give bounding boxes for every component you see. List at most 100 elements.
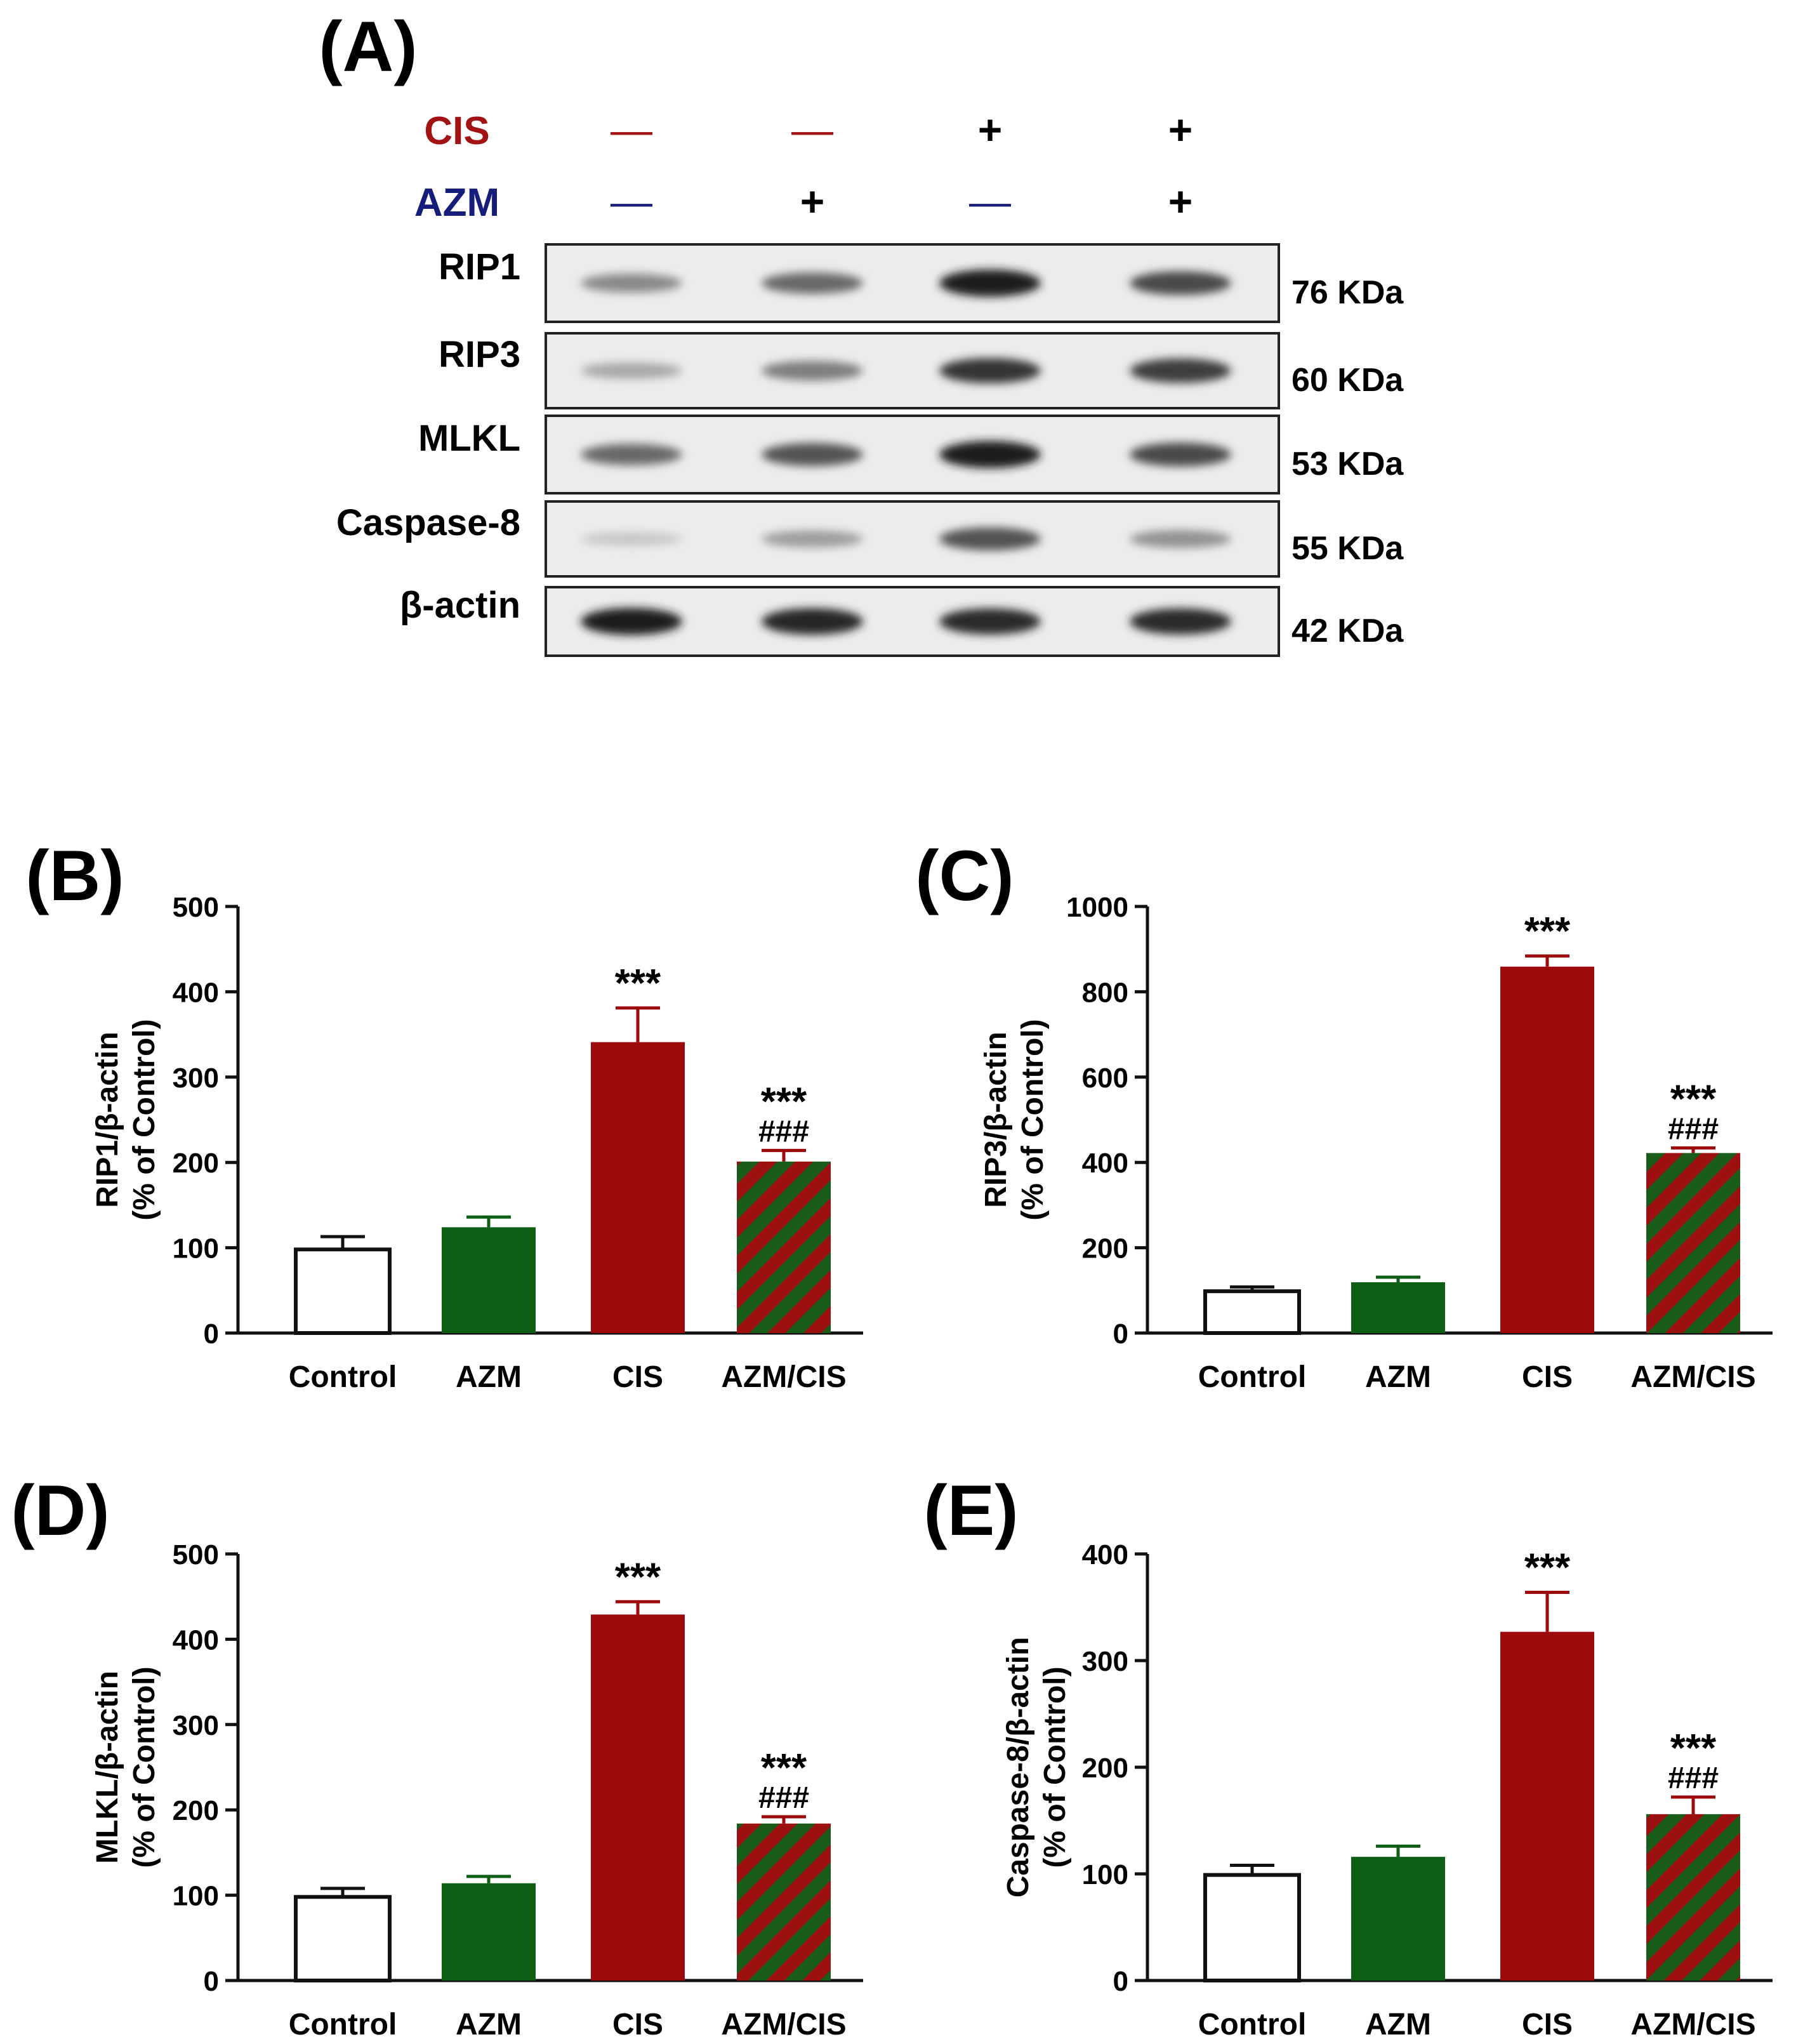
y-tick-label: 0 (204, 1966, 219, 1997)
bar-azm-cis (737, 1823, 831, 1981)
y-axis-label-line2: (% of Control) (1038, 1666, 1072, 1868)
y-tick-label: 600 (1082, 1063, 1128, 1094)
category-label: Control (289, 2008, 397, 2041)
category-label: Control (289, 1360, 397, 1394)
treatment-dash-azm-lane-1: — (611, 178, 652, 225)
band-lane-3 (939, 608, 1041, 635)
band-lane-3 (939, 527, 1041, 551)
protein-label: Caspase-8 (336, 502, 520, 543)
category-label: CIS (1522, 1360, 1573, 1394)
y-axis-label-line1: RIP3/β-actin (979, 1032, 1013, 1207)
y-tick-label: 800 (1082, 977, 1128, 1008)
significance-stars: *** (761, 1080, 807, 1124)
molecular-weight-label: 60 KDa (1291, 362, 1404, 399)
band-lane-2 (762, 530, 863, 548)
panel-label: (B) (25, 836, 124, 915)
treatment-plus-azm-lane-4: + (1168, 178, 1193, 225)
significance-stars: *** (1524, 910, 1571, 953)
band-lane-3 (939, 269, 1041, 297)
y-tick-label: 300 (173, 1063, 219, 1094)
blot-row-2: RIP3 60 KDa (439, 332, 1404, 409)
category-label: AZM (1365, 2008, 1431, 2041)
band-lane-1 (581, 444, 682, 465)
y-tick-label: 200 (173, 1795, 219, 1826)
chart-d: (D) 0 100 200 300 400 500 MLKL/β-actin (% of Con… (11, 1471, 863, 2041)
blot-row-1: RIP1 76 KDa (439, 243, 1404, 323)
molecular-weight-label: 42 KDa (1291, 613, 1404, 649)
band-lane-1 (581, 607, 682, 635)
significance-stars: *** (1670, 1077, 1717, 1121)
y-tick-label: 400 (173, 1624, 219, 1656)
band-lane-4 (1130, 271, 1231, 295)
bar-control (1203, 1289, 1301, 1336)
band-rows: RIP1 76 KDa RIP3 60 KDa MLKL 53 KDa Caspase-8 5… (336, 243, 1404, 657)
y-tick-label: 0 (204, 1318, 219, 1350)
bar-azm-cis (1646, 1814, 1740, 1981)
significance-hash: ### (1668, 1762, 1719, 1795)
molecular-weight-label: 76 KDa (1291, 274, 1404, 311)
y-axis-label-line2: (% of Control) (1016, 1019, 1050, 1220)
y-axis-label-line2: (% of Control) (128, 1666, 161, 1868)
molecular-weight-label: 55 KDa (1291, 530, 1404, 567)
y-axis-label-line2: (% of Control) (128, 1019, 161, 1220)
category-label: CIS (612, 1360, 663, 1394)
category-label: Control (1198, 1360, 1307, 1394)
category-label: AZM (456, 1360, 522, 1394)
blot-row-4: Caspase-8 55 KDa (336, 500, 1404, 578)
category-label: AZM (456, 2008, 522, 2041)
chart-b: (B) 0 100 200 300 400 500 RIP1/β-actin (% of Con… (25, 836, 863, 1394)
western-blot-panel: (A) CIS — — + + AZM — + — + RIP1 76 KDa RIP3 60 KDa M… (319, 7, 1404, 657)
category-label: CIS (1522, 2008, 1573, 2041)
y-tick-label: 400 (1082, 1148, 1128, 1179)
y-tick-label: 1000 (1066, 892, 1128, 923)
y-tick-label: 300 (1082, 1646, 1128, 1677)
band-lane-2 (762, 361, 863, 381)
treatment-dash-cis-lane-2: — (791, 106, 833, 153)
y-tick-label: 500 (173, 1539, 219, 1570)
y-axis-label-line1: MLKL/β-actin (91, 1671, 124, 1864)
bar-azm-cis (737, 1161, 831, 1333)
protein-label: β-actin (400, 585, 520, 626)
molecular-weight-label: 53 KDa (1291, 446, 1404, 482)
significance-hash: ### (1668, 1112, 1719, 1146)
band-lane-4 (1130, 529, 1231, 548)
y-tick-label: 200 (1082, 1233, 1128, 1264)
protein-label: RIP3 (439, 334, 520, 375)
category-label: AZM/CIS (721, 1360, 846, 1394)
category-label: CIS (612, 2008, 663, 2041)
band-lane-2 (762, 442, 863, 467)
category-label: AZM/CIS (721, 2008, 846, 2041)
category-label: AZM (1365, 1360, 1431, 1394)
panel-label: (E) (923, 1471, 1018, 1550)
bar-cis (591, 1614, 685, 1981)
band-lane-2 (762, 608, 863, 635)
category-label: AZM/CIS (1630, 2008, 1755, 2041)
treatment-plus-cis-lane-4: + (1168, 106, 1193, 153)
bar-azm (442, 1883, 536, 1981)
band-lane-4 (1130, 442, 1231, 467)
bar-azm (1351, 1282, 1445, 1333)
treatment-label-cis: CIS (424, 109, 489, 153)
band-lane-1 (581, 362, 682, 379)
treatment-dash-azm-lane-3: — (969, 178, 1011, 225)
protein-label: MLKL (418, 418, 520, 459)
bar-control (1203, 1873, 1301, 1982)
band-lane-3 (939, 441, 1041, 468)
y-tick-label: 300 (173, 1710, 219, 1741)
protein-label: RIP1 (439, 246, 520, 288)
y-tick-label: 500 (173, 892, 219, 923)
y-axis-label-line1: Caspase-8/β-actin (1001, 1637, 1035, 1898)
band-lane-4 (1130, 358, 1231, 383)
band-lane-3 (939, 357, 1041, 384)
treatment-rows: CIS — — + + AZM — + — + (414, 106, 1192, 225)
y-tick-label: 200 (1082, 1753, 1128, 1784)
y-tick-label: 100 (173, 1233, 219, 1264)
blot-row-5: β-actin 42 KDa (400, 585, 1404, 657)
bar-azm-cis (1646, 1153, 1740, 1333)
y-tick-label: 100 (1082, 1859, 1128, 1890)
significance-stars: *** (761, 1746, 807, 1790)
panel-label: (C) (915, 836, 1014, 915)
blot-row-3: MLKL 53 KDa (418, 415, 1404, 494)
